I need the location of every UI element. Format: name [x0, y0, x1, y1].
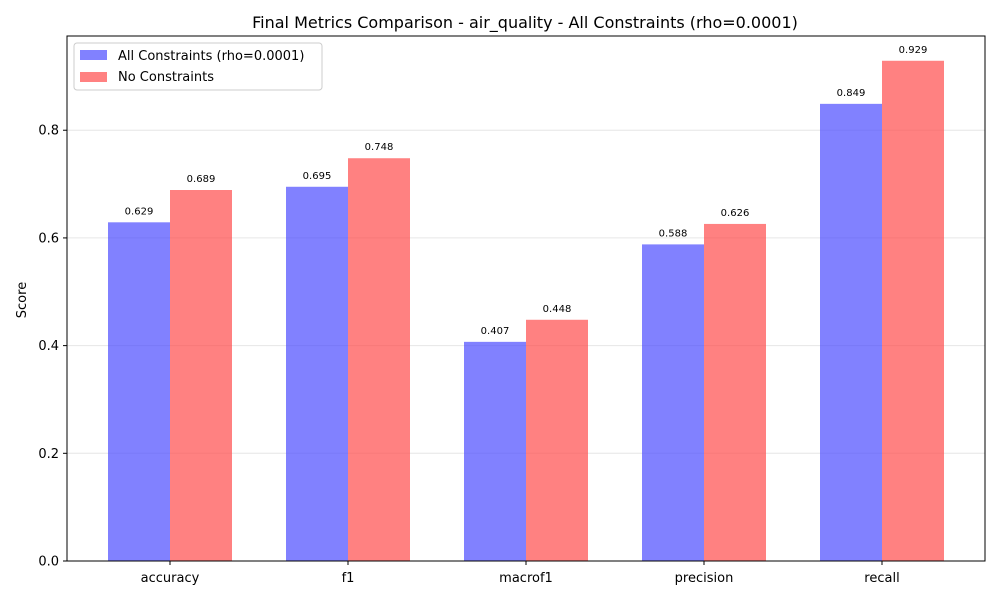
y-tick-label: 0.8 [38, 124, 59, 139]
y-tick-label: 0.4 [38, 339, 59, 354]
y-tick-label: 0.6 [38, 231, 59, 246]
bar-no-constraints-recall [882, 60, 944, 562]
bar-value-label: 0.629 [125, 206, 154, 217]
bar-all-constraints-macrof1 [464, 341, 526, 561]
x-tick-label-recall: recall [864, 571, 899, 586]
bar-value-label: 0.849 [837, 88, 866, 99]
bar-value-label: 0.748 [365, 142, 394, 153]
bar-no-constraints-precision [704, 223, 766, 561]
x-tick-label-precision: precision [675, 571, 734, 586]
x-tick-label-accuracy: accuracy [141, 571, 200, 586]
y-axis-ticks: 0.0 0.2 0.4 0.6 0.8 [38, 124, 67, 570]
legend-label-no-constraints: No Constraints [118, 70, 214, 85]
x-tick-label-macrof1: macrof1 [499, 571, 553, 586]
legend: All Constraints (rho=0.0001) No Constrai… [73, 42, 323, 91]
bar-value-label: 0.626 [721, 208, 750, 219]
x-tick-label-f1: f1 [342, 571, 355, 586]
chart-title: Final Metrics Comparison - air_quality -… [252, 13, 798, 33]
bar-value-label: 0.448 [543, 304, 572, 315]
y-tick-label: 0.2 [38, 447, 59, 462]
legend-swatch-all-constraints [80, 50, 107, 60]
y-axis-label: Score [15, 282, 30, 318]
bar-no-constraints-accuracy [170, 190, 232, 561]
y-tick-label: 0.0 [38, 555, 59, 570]
bar-value-labels: 0.629 0.695 0.407 0.588 0.849 0.689 0.748 0.448… [125, 45, 928, 337]
bar-no-constraints-macrof1 [526, 319, 588, 561]
legend-label-all-constraints: All Constraints (rho=0.0001) [118, 49, 304, 64]
bar-value-label: 0.689 [187, 174, 216, 185]
bar-value-label: 0.407 [481, 326, 510, 337]
legend-swatch-no-constraints [80, 72, 107, 82]
bar-all-constraints-precision [642, 244, 704, 561]
bar-all-constraints-accuracy [108, 222, 170, 562]
bar-value-label: 0.929 [899, 45, 928, 56]
bar-value-label: 0.695 [303, 171, 332, 182]
bars [108, 60, 944, 562]
bar-all-constraints-recall [820, 103, 882, 561]
bar-all-constraints-f1 [286, 186, 348, 561]
bar-value-label: 0.588 [659, 228, 688, 239]
bar-no-constraints-f1 [348, 158, 410, 561]
x-axis-ticks: accuracy f1 macrof1 precision recall [141, 561, 900, 586]
legend-frame [73, 42, 323, 91]
